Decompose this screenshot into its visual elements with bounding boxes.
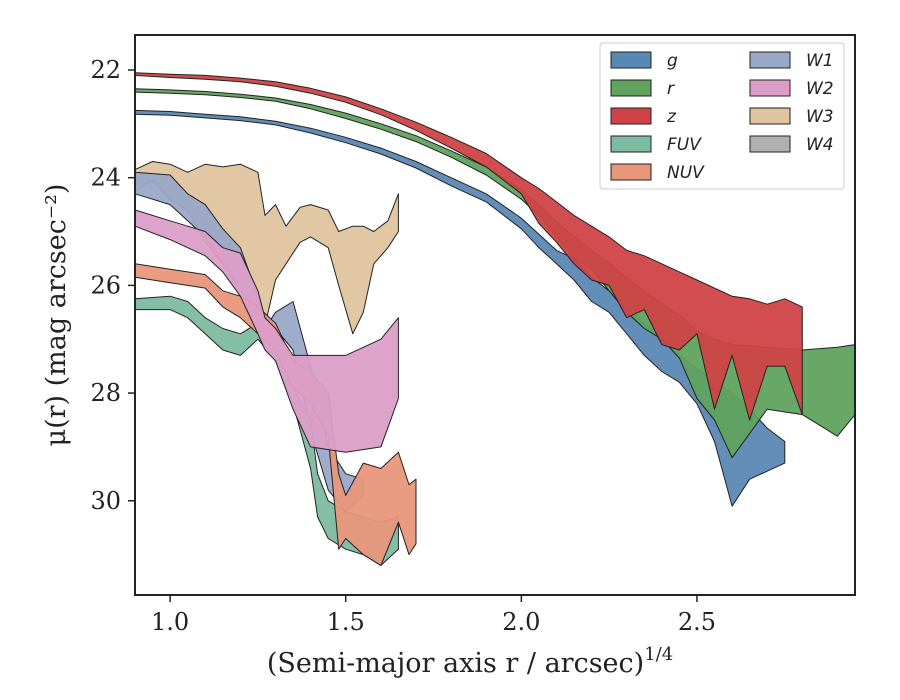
legend-label-g: g <box>667 51 678 71</box>
legend-swatch-NUV <box>610 163 652 181</box>
series-bands <box>134 72 856 566</box>
legend-swatch-FUV <box>610 135 652 153</box>
legend-swatch-W3 <box>749 107 791 125</box>
y-axis-label: μ(r) (mag arcsec⁻²) <box>41 184 72 447</box>
legend-swatch-W2 <box>749 79 791 97</box>
legend-label-W4: W4 <box>806 135 834 155</box>
legend-label-NUV: NUV <box>667 163 705 183</box>
y-tick-label: 30 <box>90 487 121 515</box>
y-tick-label: 28 <box>90 379 121 407</box>
x-tick-label: 2.5 <box>678 608 716 636</box>
band-W2 <box>134 209 399 453</box>
band-g <box>134 109 786 507</box>
legend-label-W1: W1 <box>806 51 834 71</box>
legend-swatch-g <box>610 51 652 69</box>
legend-label-r: r <box>667 79 675 99</box>
legend-swatch-z <box>610 107 652 125</box>
x-tick-label: 1.5 <box>327 608 365 636</box>
legend-label-FUV: FUV <box>667 135 702 155</box>
y-axis-ticks: 22 24 26 28 30 <box>90 56 135 515</box>
x-axis-ticks: 1.0 1.5 2.0 2.5 <box>151 595 716 636</box>
legend-label-z: z <box>666 107 677 127</box>
legend-label-W2: W2 <box>806 79 834 99</box>
band-z <box>134 72 803 421</box>
x-tick-label: 1.0 <box>151 608 189 636</box>
legend-label-W3: W3 <box>806 107 834 127</box>
legend-swatch-r <box>610 79 652 97</box>
y-tick-label: 24 <box>90 164 121 192</box>
y-tick-label: 26 <box>90 271 121 299</box>
legend: grz FUV NUV W1 W2 W3 W4 <box>599 42 845 190</box>
y-tick-label: 22 <box>90 56 121 84</box>
plot-frame <box>134 34 856 596</box>
legend-swatch-W4 <box>749 135 791 153</box>
legend-swatch-W1 <box>749 51 791 69</box>
x-tick-label: 2.0 <box>502 608 540 636</box>
x-axis-label: (Semi-major axis r / arcsec)1/4 <box>267 644 673 679</box>
